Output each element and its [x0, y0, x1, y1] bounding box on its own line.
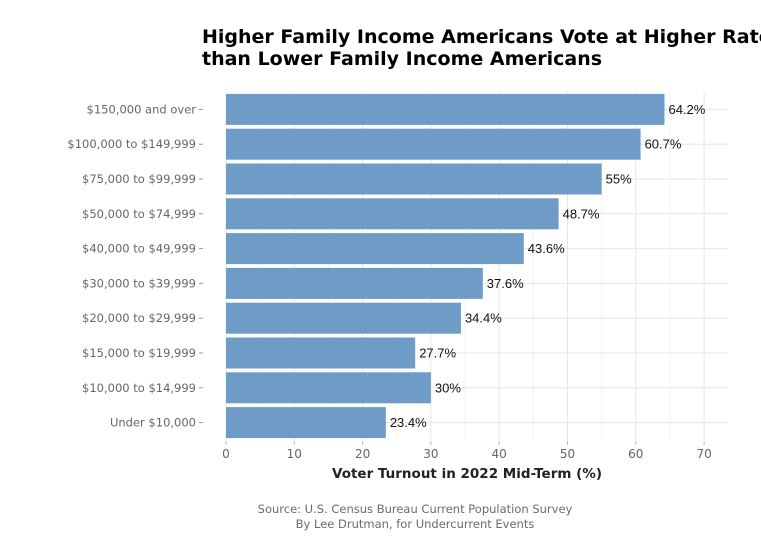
bar	[226, 267, 483, 299]
bar	[226, 302, 461, 334]
bar-value-label: 64.2%	[668, 102, 705, 117]
x-axis-title: Voter Turnout in 2022 Mid-Term (%)	[332, 466, 602, 482]
chart-title: Higher Family Income Americans Vote at H…	[202, 26, 761, 70]
bar	[226, 128, 641, 160]
y-tick-label: Under $10,000	[110, 416, 196, 430]
y-tick-label: $40,000 to $49,999	[82, 242, 196, 256]
bar-value-label: 27.7%	[419, 346, 456, 361]
bar-value-label: 48.7%	[563, 206, 600, 221]
bar	[226, 233, 524, 265]
bar-value-label: 37.6%	[487, 276, 524, 291]
x-tick-label: 30	[423, 447, 438, 461]
y-tick-label: $150,000 and over	[87, 102, 197, 116]
bar-value-label: 60.7%	[645, 137, 682, 152]
x-tick-label: 60	[628, 447, 643, 461]
author-caption: By Lee Drutman, for Undercurrent Events	[295, 517, 535, 531]
y-tick-label: $30,000 to $39,999	[82, 276, 196, 290]
y-tick-label: $100,000 to $149,999	[67, 137, 196, 151]
bar-value-label: 43.6%	[528, 241, 565, 256]
y-tick-label: $15,000 to $19,999	[82, 346, 196, 360]
bar	[226, 198, 559, 230]
x-tick-label: 0	[222, 447, 230, 461]
source-caption: Source: U.S. Census Bureau Current Popul…	[257, 502, 573, 516]
y-tick-label: $50,000 to $74,999	[82, 207, 196, 221]
bar-value-label: 34.4%	[465, 311, 502, 326]
x-tick-label: 20	[355, 447, 370, 461]
y-tick-label: $10,000 to $14,999	[82, 381, 196, 395]
y-tick-label: $20,000 to $29,999	[82, 311, 196, 325]
x-tick-label: 40	[492, 447, 507, 461]
x-tick-label: 50	[560, 447, 575, 461]
bar-value-label: 23.4%	[390, 415, 427, 430]
bar	[226, 407, 386, 439]
bar-chart: 64.2% $150,000 and over 60.7% $100,000 to $…	[67, 92, 728, 482]
bar	[226, 163, 602, 195]
bar	[226, 337, 416, 369]
bar-value-label: 30%	[435, 380, 461, 395]
x-tick-label: 10	[287, 447, 302, 461]
x-tick-label: 70	[696, 447, 711, 461]
bar	[226, 93, 665, 125]
bar-value-label: 55%	[606, 172, 632, 187]
y-tick-label: $75,000 to $99,999	[82, 172, 196, 186]
chart-title-line-2: than Lower Family Income Americans	[202, 48, 603, 70]
bar	[226, 372, 431, 404]
chart-title-line-1: Higher Family Income Americans Vote at H…	[202, 26, 761, 48]
